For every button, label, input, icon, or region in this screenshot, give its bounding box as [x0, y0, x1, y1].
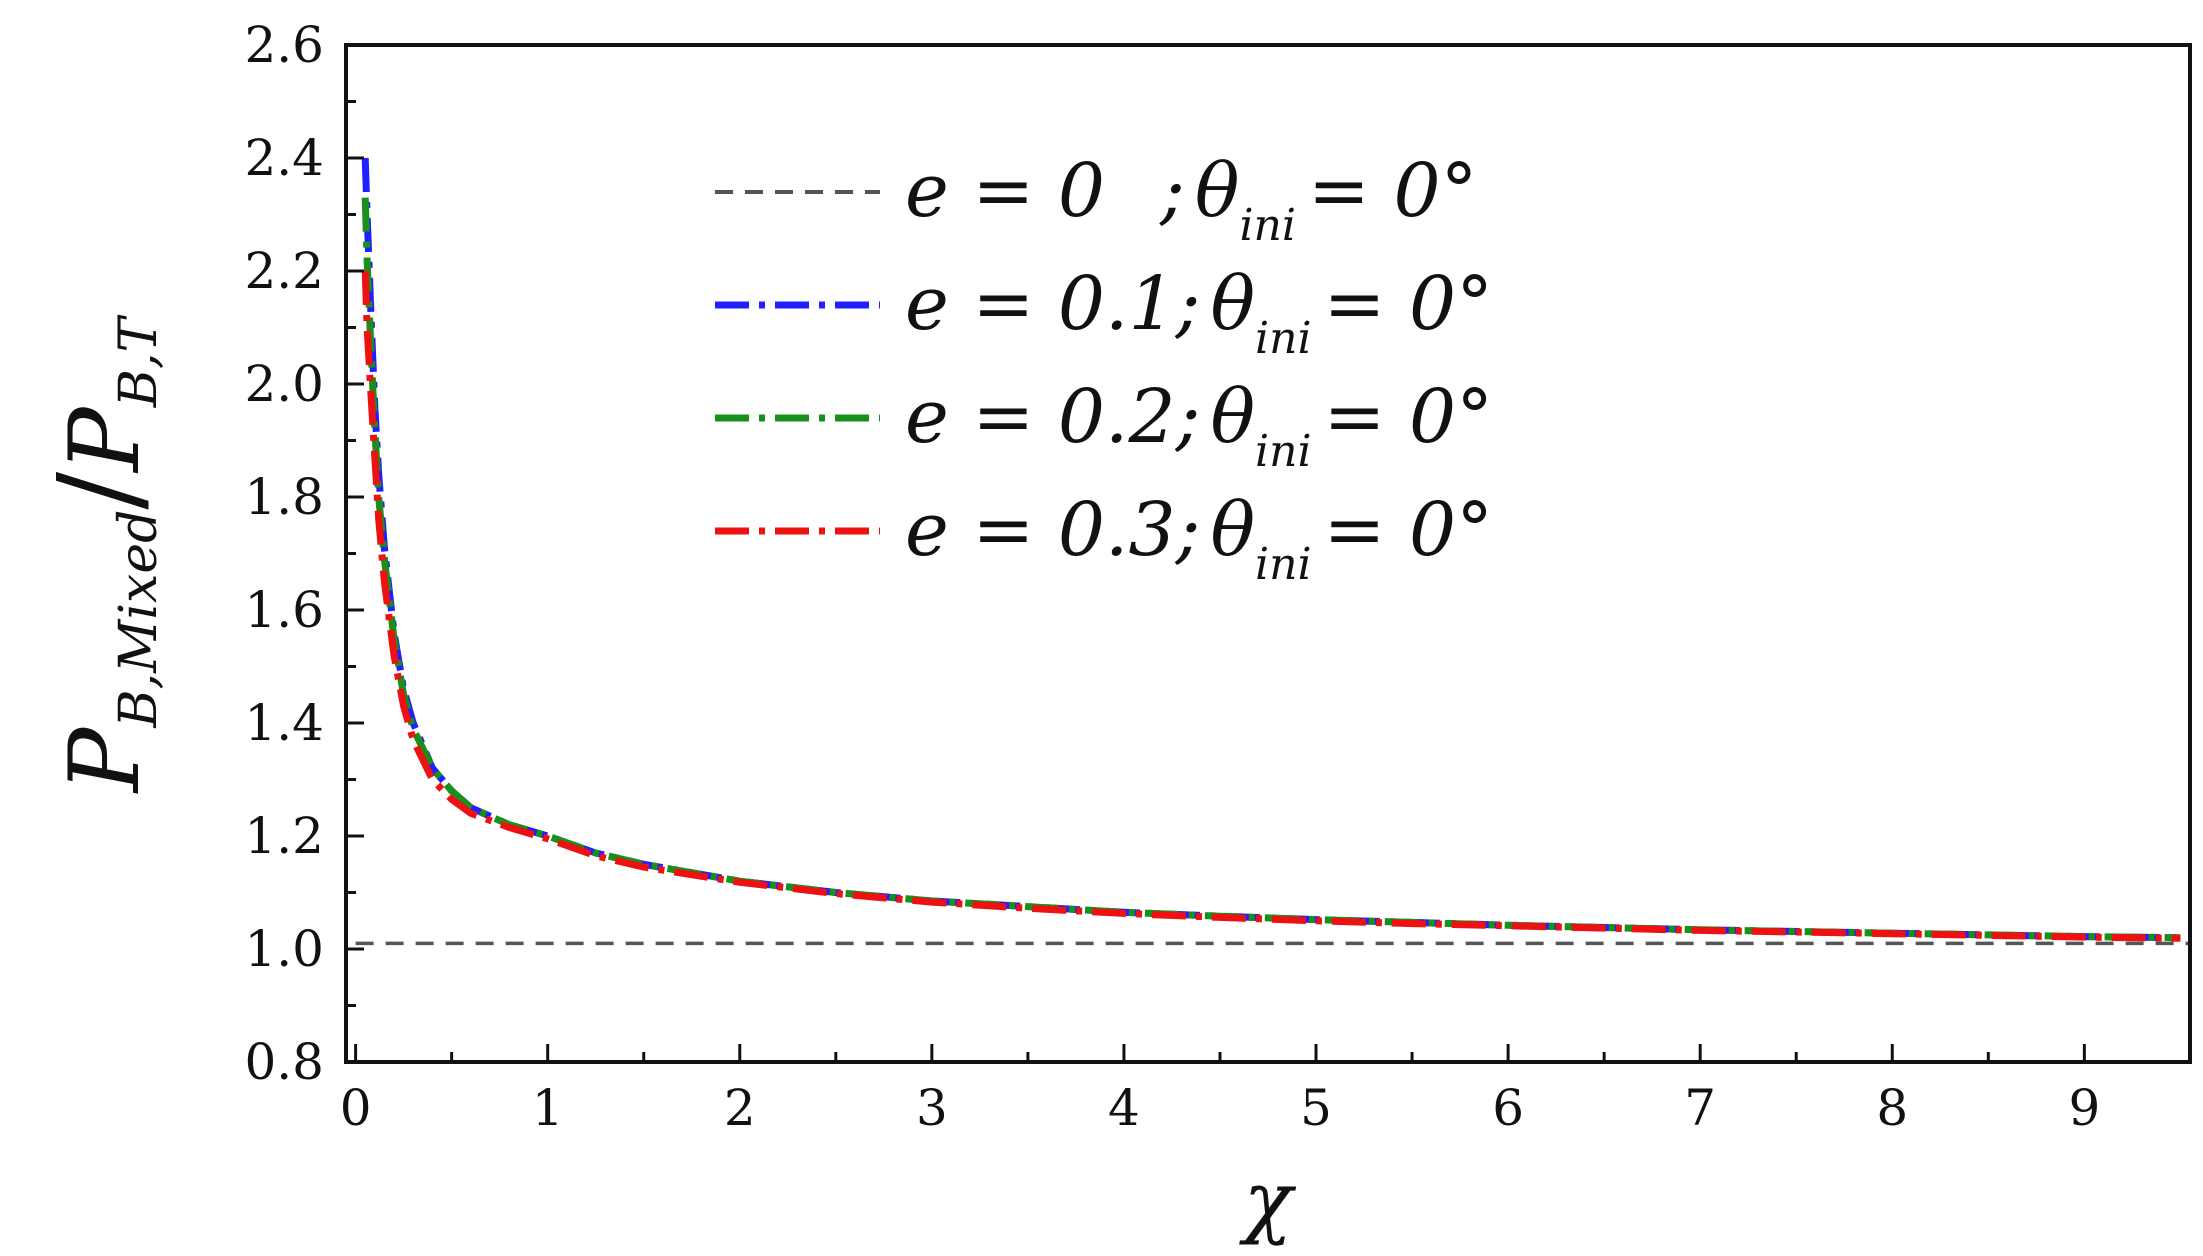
axis-tick-labels: 0 1 2 3 4 5 6 7 8 9 0.8 1.0 1.2 1.4 1.6 1.8 2.0 2.2 2.4 2.6: [244, 16, 2100, 1137]
svg-text:PB,Mixed/PB,T: PB,Mixed/PB,T: [35, 315, 169, 795]
y-tick-label: 2.4: [244, 129, 324, 187]
legend-label-3: e = 0.3; θini = 0°: [905, 487, 1493, 590]
legend: e = 0; θini = 0°e = 0.1; θini = 0°e = 0.2; θi…: [715, 148, 1493, 590]
y-axis-title-sub2: B,T: [109, 315, 169, 409]
legend-label-1: e = 0.1; θini = 0°: [905, 261, 1493, 364]
y-tick-label: 2.2: [244, 242, 324, 300]
y-tick-label: 0.8: [244, 1033, 324, 1091]
x-tick-label: 7: [1684, 1079, 1716, 1137]
x-tick-label: 1: [532, 1079, 564, 1137]
y-tick-label: 1.6: [244, 581, 324, 639]
x-tick-label: 2: [724, 1079, 756, 1137]
y-tick-label: 2.6: [244, 16, 324, 74]
x-tick-label: 5: [1300, 1079, 1332, 1137]
y-axis-title-main-2: P: [49, 406, 161, 474]
x-tick-label: 9: [2068, 1079, 2100, 1137]
y-tick-label: 1.2: [244, 807, 324, 865]
series-line-3: [361, 270, 2181, 942]
y-tick-label: 1.8: [244, 468, 324, 526]
legend-label-0: e = 0; θini = 0°: [905, 148, 1478, 251]
y-tick-label: 1.4: [244, 694, 324, 752]
y-axis-title: PB,Mixed/PB,T: [35, 315, 169, 795]
plot-lines: [355, 157, 2190, 946]
x-tick-label: 3: [916, 1079, 948, 1137]
legend-label-2: e = 0.2; θini = 0°: [905, 374, 1493, 477]
y-axis-title-slash: /: [35, 472, 165, 510]
x-axis-title: χ: [1239, 1154, 1297, 1247]
y-axis-title-main: P: [49, 726, 161, 794]
y-tick-label: 2.0: [244, 355, 324, 413]
axis-ticks: [346, 43, 2086, 1064]
x-tick-label: 8: [1876, 1079, 1908, 1137]
y-tick-label: 1.0: [244, 920, 324, 978]
y-axis-title-sub1: B,Mixed: [109, 510, 169, 729]
x-tick-label: 6: [1492, 1079, 1524, 1137]
x-tick-label: 4: [1108, 1079, 1140, 1137]
x-tick-label: 0: [340, 1079, 372, 1137]
